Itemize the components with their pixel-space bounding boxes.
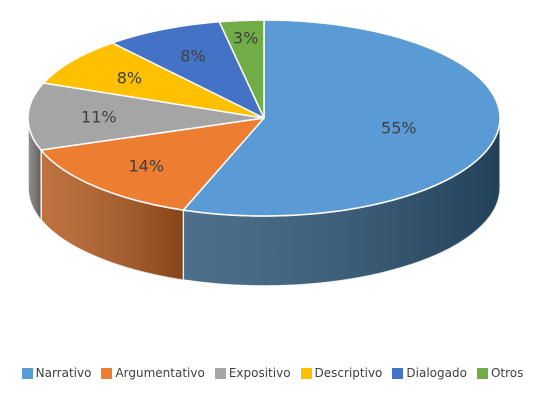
legend-item-expositivo: Expositivo [214,366,291,380]
pie-label-otros: 3% [233,29,258,48]
legend-label-descriptivo: Descriptivo [314,366,383,380]
pie-slice-argumentativo [40,117,265,211]
pie-side-shade-argumentativo [40,150,184,281]
pie-side-shade-expositivo [28,118,41,221]
legend-swatch-expositivo [214,367,226,379]
pie-label-narrativo: 55% [381,118,417,137]
pie-side-shade-narrativo [183,118,500,286]
legend-label-argumentativo: Argumentativo [115,366,205,380]
legend-swatch-argumentativo [101,367,113,379]
pie-label-expositivo: 11% [81,107,117,126]
pie-slice-expositivo [27,82,265,151]
legend-swatch-otros [476,367,488,379]
pie-slice-narrativo [182,19,501,217]
legend-swatch-dialogado [392,367,404,379]
pie-label-descriptivo: 8% [117,69,142,88]
pie-label-argumentativo: 14% [128,157,164,176]
legend-label-otros: Otros [490,366,524,380]
pie-label-dialogado: 8% [180,47,205,66]
legend-label-dialogado: Dialogado [406,366,467,380]
legend-swatch-narrativo [21,367,33,379]
pie-slice-descriptivo [42,42,265,119]
legend-label-expositivo: Expositivo [228,366,291,380]
legend-swatch-descriptivo [300,367,312,379]
pie-chart: 55%14%11%8%8%3% [27,19,501,287]
legend-item-narrativo: Narrativo [21,366,92,380]
legend-item-argumentativo: Argumentativo [101,366,205,380]
legend: Narrativo Argumentativo Expositivo Descript… [0,366,545,380]
pie-slice-dialogado [111,21,265,119]
legend-item-descriptivo: Descriptivo [300,366,383,380]
legend-label-narrativo: Narrativo [35,366,92,380]
pie-slice-otros [218,19,265,119]
legend-item-otros: Otros [476,366,524,380]
legend-item-dialogado: Dialogado [392,366,467,380]
